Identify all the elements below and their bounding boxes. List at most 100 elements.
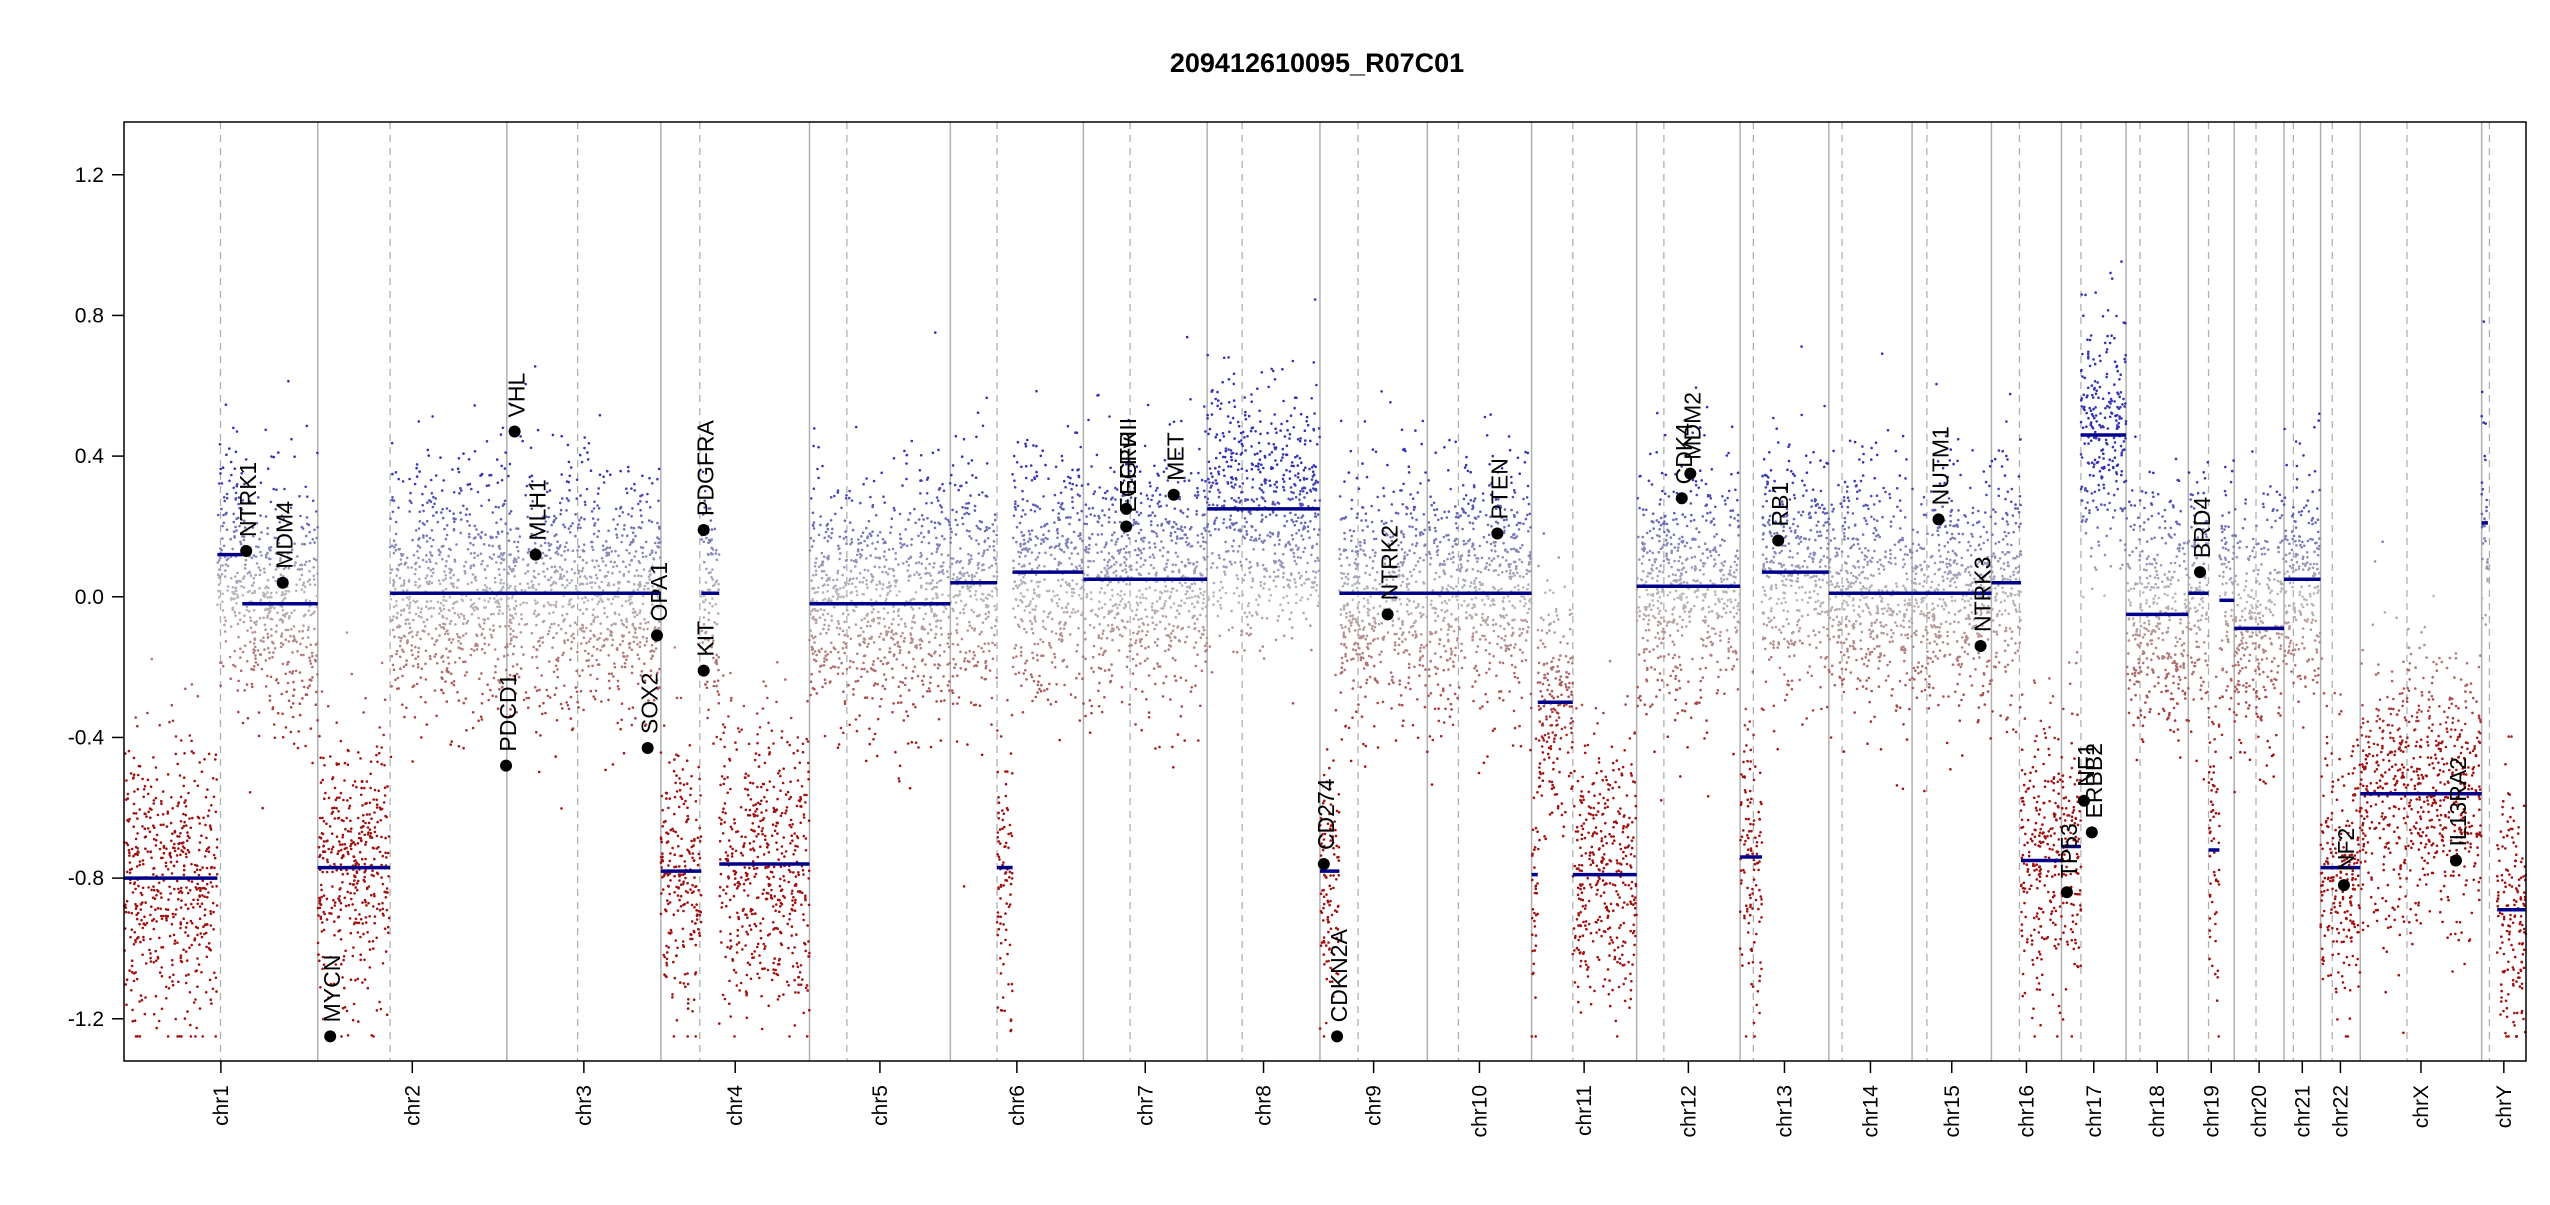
- probe-point: [736, 951, 739, 954]
- probe-point: [597, 492, 600, 495]
- probe-point: [673, 875, 676, 878]
- probe-point: [719, 840, 722, 843]
- probe-point: [781, 730, 784, 733]
- probe-point: [559, 573, 562, 576]
- probe-point: [646, 493, 649, 496]
- probe-point: [201, 936, 204, 939]
- probe-point: [460, 489, 463, 492]
- probe-point: [305, 600, 308, 603]
- probe-point: [749, 781, 752, 784]
- probe-point: [665, 945, 668, 948]
- probe-point: [626, 655, 629, 658]
- probe-point: [254, 657, 257, 660]
- probe-point: [232, 427, 235, 430]
- probe-point: [896, 658, 899, 661]
- probe-point: [777, 899, 780, 902]
- probe-point: [416, 600, 419, 603]
- probe-point: [361, 922, 364, 925]
- probe-point: [891, 711, 894, 714]
- probe-point: [450, 672, 453, 675]
- probe-point: [379, 806, 382, 809]
- probe-point: [386, 909, 389, 912]
- probe-point: [336, 797, 339, 800]
- probe-point: [885, 598, 888, 601]
- probe-point: [830, 519, 833, 522]
- probe-point: [656, 536, 659, 539]
- probe-point: [393, 546, 396, 549]
- probe-point: [866, 537, 869, 540]
- probe-point: [506, 645, 509, 648]
- probe-point: [698, 827, 701, 830]
- probe-point: [329, 755, 332, 758]
- probe-point: [190, 903, 193, 906]
- probe-point: [569, 625, 572, 628]
- probe-point: [625, 618, 628, 621]
- probe-point: [244, 563, 247, 566]
- probe-point: [346, 1010, 349, 1013]
- probe-point: [160, 841, 163, 844]
- probe-point: [246, 629, 249, 632]
- probe-point: [513, 645, 516, 648]
- probe-point: [435, 511, 438, 514]
- probe-point: [567, 549, 570, 552]
- probe-point: [153, 799, 156, 802]
- probe-point: [908, 575, 911, 578]
- probe-point: [196, 969, 199, 972]
- probe-point: [315, 691, 318, 694]
- probe-point: [602, 549, 605, 552]
- probe-point: [875, 588, 878, 591]
- probe-point: [316, 673, 319, 676]
- probe-point: [901, 632, 904, 635]
- probe-point: [406, 589, 409, 592]
- probe-point: [974, 654, 977, 657]
- probe-point: [137, 774, 140, 777]
- probe-point: [801, 978, 804, 981]
- probe-point: [350, 827, 353, 830]
- probe-point: [922, 518, 925, 521]
- probe-point: [376, 803, 379, 806]
- probe-point: [988, 566, 991, 569]
- probe-point: [429, 561, 432, 564]
- probe-point: [788, 918, 791, 921]
- probe-point: [165, 865, 168, 868]
- probe-point: [329, 825, 332, 828]
- probe-point: [488, 499, 491, 502]
- probe-point: [342, 854, 345, 857]
- probe-point: [664, 873, 667, 876]
- probe-point: [981, 491, 984, 494]
- probe-point: [236, 581, 239, 584]
- probe-point: [837, 548, 840, 551]
- probe-point: [623, 752, 626, 755]
- probe-point: [899, 533, 902, 536]
- probe-point: [921, 541, 924, 544]
- probe-point: [811, 635, 814, 638]
- probe-point: [408, 611, 411, 614]
- probe-point: [281, 632, 284, 635]
- probe-point: [634, 489, 637, 492]
- probe-point: [528, 697, 531, 700]
- probe-point: [430, 500, 433, 503]
- probe-point: [384, 794, 387, 797]
- probe-point: [869, 625, 872, 628]
- probe-point: [239, 656, 242, 659]
- probe-point: [392, 629, 395, 632]
- probe-point: [360, 794, 363, 797]
- probe-point: [456, 600, 459, 603]
- probe-point: [977, 661, 980, 664]
- probe-point: [563, 639, 566, 642]
- probe-point: [212, 902, 215, 905]
- probe-point: [135, 914, 138, 917]
- probe-point: [142, 863, 145, 866]
- probe-point: [275, 630, 278, 633]
- probe-point: [905, 710, 908, 713]
- probe-point: [127, 793, 130, 796]
- probe-point: [269, 699, 272, 702]
- probe-point: [136, 847, 139, 850]
- probe-point: [295, 584, 298, 587]
- probe-point: [171, 807, 174, 810]
- probe-point: [586, 583, 589, 586]
- probe-point: [262, 640, 265, 643]
- probe-point: [633, 641, 636, 644]
- probe-point: [366, 888, 369, 891]
- probe-point: [547, 601, 550, 604]
